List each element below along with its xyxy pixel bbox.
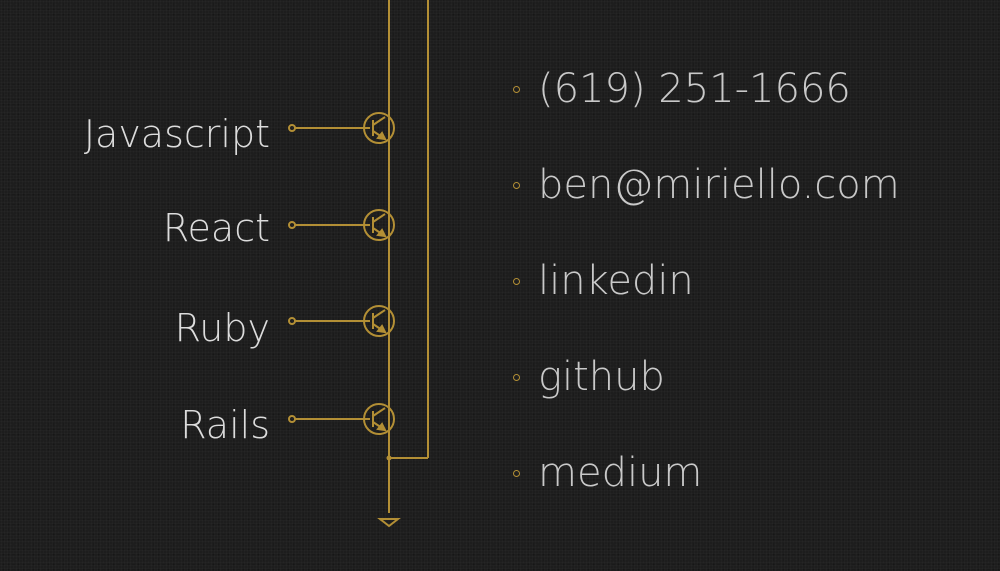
bullet-dot-icon [513,469,520,477]
contact-medium-label: medium [538,450,703,496]
transistor-icon [288,112,395,144]
input-terminal [288,415,296,423]
contact-email-label: ben@miriello.com [538,162,900,208]
input-terminal [288,317,296,325]
transistor-collector [372,213,386,223]
transistor-body [363,305,395,337]
contact-linkedin-label: linkedin [538,258,694,304]
transistor-body [363,403,395,435]
contact-email-link[interactable]: ben@miriello.com [513,165,900,205]
skill-label-rails: Rails [180,403,270,447]
transistor-icon [288,209,395,241]
transistor-icon [288,305,395,337]
bullet-dot-icon [513,373,520,381]
contact-phone-link[interactable]: (619) 251-1666 [513,69,851,109]
skill-label-javascript: Javascript [83,112,270,156]
skill-label-react: React [162,206,270,250]
input-terminal [288,124,296,132]
bullet-dot-icon [513,85,520,93]
transistor-collector [372,309,386,319]
emitter-arrow [376,324,387,334]
transistor-body [363,112,395,144]
input-terminal [288,221,296,229]
junction-dot [386,455,392,461]
skill-label-ruby: Ruby [174,306,270,350]
emitter-arrow [376,422,387,432]
contact-github-link[interactable]: github [513,357,665,397]
transistor-icon [288,403,395,435]
emitter-arrow [376,131,387,141]
bullet-dot-icon [513,181,520,189]
contact-linkedin-link[interactable]: linkedin [513,261,694,301]
ground-icon [377,518,401,528]
bullet-dot-icon [513,277,520,285]
emitter-arrow [376,228,387,238]
transistor-body [363,209,395,241]
transistor-collector [372,407,386,417]
contact-github-label: github [538,354,665,400]
contact-phone-label: (619) 251-1666 [538,66,851,112]
transistor-collector [372,116,386,126]
contact-medium-link[interactable]: medium [513,453,702,493]
